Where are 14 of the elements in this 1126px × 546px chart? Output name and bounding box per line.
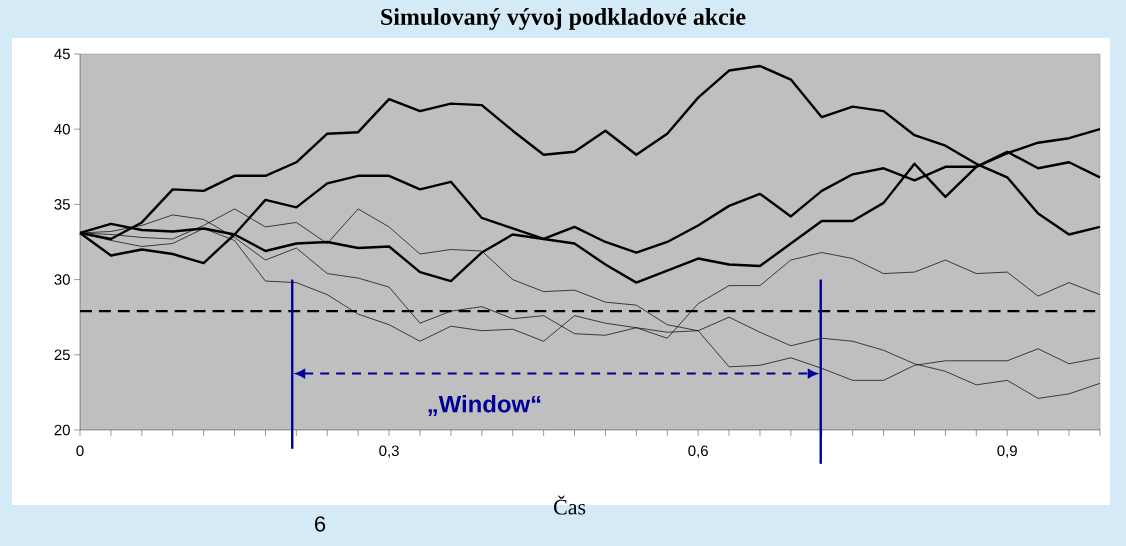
x-tick-label: 0,3: [379, 445, 399, 458]
y-tick-label: 25: [54, 349, 70, 361]
y-tick-label: 35: [54, 199, 70, 210]
x-axis-title: Čas: [554, 495, 586, 515]
x-tick-label: 0: [76, 445, 84, 457]
y-tick-label: 40: [54, 123, 70, 135]
text: 6: [315, 516, 326, 532]
annotation: „Window“: [428, 395, 541, 417]
y-tick-label: 45: [54, 48, 70, 60]
y-tick-label: 20: [54, 424, 70, 436]
x-tick-label: 0,6: [688, 445, 708, 458]
x-tick-label: 0,9: [997, 445, 1017, 458]
chart-title: Simulovaný vývoj podkladové akcie: [381, 8, 746, 30]
y-tick-label: 30: [54, 274, 70, 285]
